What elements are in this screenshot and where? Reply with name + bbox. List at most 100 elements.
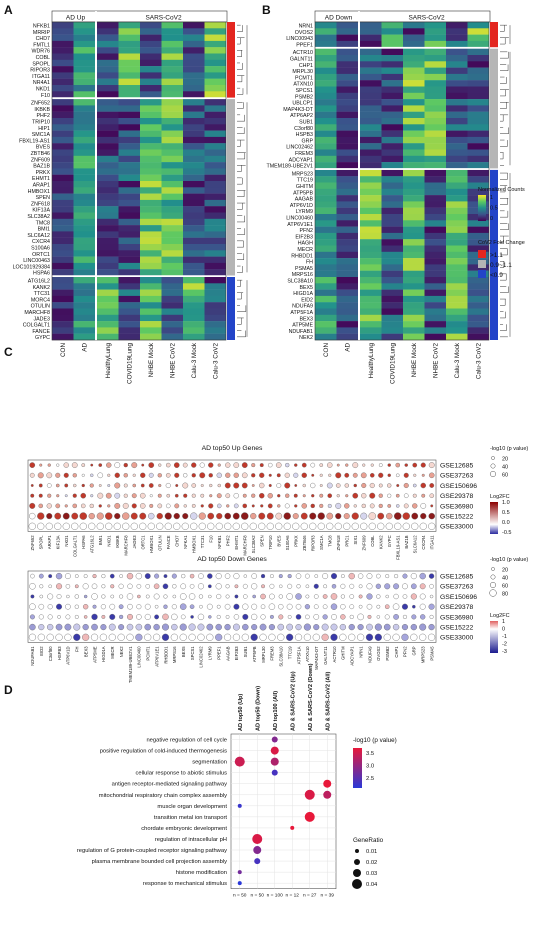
heatmap-cell (403, 28, 425, 35)
heatmap-cell (161, 66, 183, 73)
dotplot-point (331, 614, 337, 620)
heatmap-cell (73, 314, 95, 322)
heatmap-cell (140, 250, 162, 257)
dotplot-point (148, 483, 154, 488)
group-label: AD Up (66, 15, 86, 22)
dotplot-point (384, 614, 390, 620)
gene-label: TMC8 (328, 535, 333, 547)
dotplot-point (326, 482, 333, 489)
heatmap-cell (467, 40, 489, 48)
dotplot-point (157, 503, 163, 509)
heatmap-cell (315, 48, 337, 56)
dotplot-point (401, 624, 409, 631)
heatmap-cell (140, 149, 162, 156)
heatmap-cell (336, 155, 358, 163)
heatmap-cell (381, 136, 403, 144)
dotplot-point (267, 493, 273, 499)
dotplot-point (365, 633, 374, 641)
group-label: SARS-CoV2 (145, 15, 182, 22)
heatmap-cell (424, 327, 446, 334)
fold-change-bar (227, 277, 235, 340)
heatmap-cell (97, 225, 119, 232)
dotplot-point (199, 472, 206, 479)
dotplot-point (387, 483, 392, 488)
dotplot-point (233, 472, 239, 478)
heatmap-cell (381, 118, 403, 125)
heatmap-cell (183, 174, 205, 182)
heatmap-cell (204, 218, 226, 226)
dotplot-point (233, 603, 240, 610)
heatmap-cell (381, 245, 403, 252)
heatmap-cell (446, 176, 468, 183)
heatmap-cell (315, 28, 337, 35)
heatmap-cell (424, 80, 446, 87)
dotplot-point (38, 624, 45, 631)
heatmap-cell (161, 34, 183, 42)
enrichment-point (271, 769, 278, 776)
gene-label: HMBOX1 (192, 535, 197, 553)
enrichment-term: antigen receptor-mediated signaling path… (112, 782, 227, 788)
heatmap-cell (446, 80, 468, 87)
heatmap-cell (161, 218, 183, 226)
heatmap-cell (140, 231, 162, 238)
dotplot-point (313, 604, 319, 610)
dotplot-point (79, 522, 87, 530)
dotplot-point (330, 573, 338, 580)
heatmap-cell (424, 308, 446, 315)
dotplot-point (154, 573, 160, 579)
dotplot-point (136, 604, 142, 610)
heatmap-cell (97, 53, 119, 60)
heatmap-cell (403, 333, 425, 341)
gene-label: MRPS16 (172, 646, 177, 663)
heatmap-cell (424, 214, 446, 221)
dotplot-point (410, 583, 417, 590)
column-label: NHBE CoV2 (169, 343, 176, 378)
heatmap-cell (381, 251, 403, 259)
gene-label: ACTR10 (332, 646, 337, 663)
gene-label: AAGAB (225, 646, 230, 661)
gene-label: C3orf80 (48, 646, 53, 662)
heatmap-cell (183, 66, 205, 73)
dotplot-point (243, 594, 248, 599)
dotplot-point (286, 603, 293, 610)
heatmap-cell (446, 67, 468, 75)
row-label: PHF2 (36, 113, 50, 119)
dotplot-point (348, 623, 355, 631)
dotplot-point (224, 482, 231, 489)
enrichment-term: muscle organ development (157, 804, 227, 810)
heatmap-cell (467, 22, 489, 29)
gene-label: ATP5F1A (296, 646, 301, 664)
heatmap-cell (183, 99, 205, 106)
heatmap-cell (424, 270, 446, 278)
heatmap-cell (204, 212, 226, 219)
heatmap-cell (336, 118, 358, 125)
heatmap-cell (73, 130, 95, 138)
dotplot-point (100, 604, 106, 610)
dotplot-point (71, 522, 79, 530)
heatmap-cell (315, 302, 337, 309)
dotplot-point (269, 583, 275, 589)
gene-label: PRC1 (345, 535, 350, 547)
dotplot-point (200, 504, 204, 508)
dotplot-point (64, 623, 72, 631)
dotplot-point (261, 584, 265, 589)
row-label: ATG16L2 (28, 279, 50, 285)
dotplot-point (157, 493, 162, 498)
heatmap-cell (140, 212, 162, 219)
heatmap-cell (52, 308, 74, 315)
dataset-label: GSE15222 (440, 625, 473, 632)
dotplot-point (127, 613, 133, 620)
dotplot-point (258, 522, 266, 530)
heatmap-cell (73, 333, 95, 341)
row-label: SPCS1 (296, 88, 313, 94)
heatmap-cell (446, 333, 468, 341)
dotplot-point (29, 614, 35, 620)
row-label: LINC02462 (286, 145, 313, 151)
dotplot-point (392, 633, 400, 641)
gene-label: PSMA5 (429, 646, 434, 661)
dotplot-point (91, 613, 98, 621)
dotplot-point (216, 593, 222, 600)
row-label: GYPC (35, 335, 50, 341)
dotplot-point (351, 512, 359, 520)
dotplot-point (200, 493, 205, 498)
